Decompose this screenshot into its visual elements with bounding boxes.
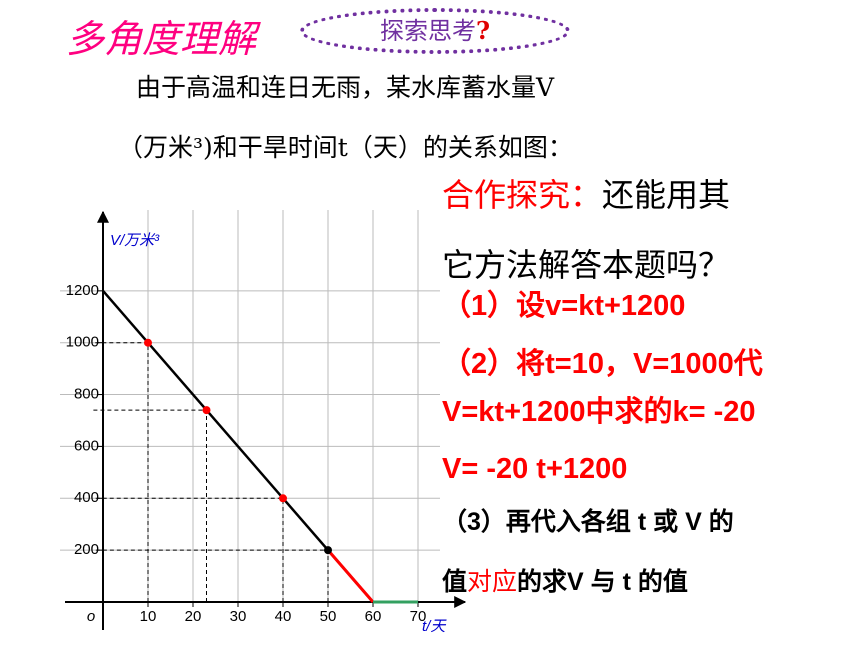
intro-line: （万米³)和干旱时间t（天）的关系如图： (118, 133, 573, 162)
step: V= -20 t+1200 (442, 453, 628, 485)
step: （1）设v=kt+1200 (442, 290, 686, 322)
data-point (202, 406, 211, 415)
text: 值 (442, 568, 468, 596)
y-tick-label: 400 (74, 489, 99, 506)
y-tick-label: 1000 (66, 334, 99, 351)
guide-line (93, 549, 329, 602)
y-tick-label: 600 (74, 437, 99, 454)
badge-text: 探索思考 (379, 17, 476, 45)
chart: o 10 20 30 40 50 60 70 200 400 600 800 1000 1200 V/万米³… (60, 210, 467, 635)
x-tick-label: 20 (185, 608, 202, 625)
collab-label: 合作探究： (442, 176, 603, 214)
intro-line: 由于高温和连日无雨，某水库蓄水量V (136, 73, 555, 102)
last-line: 值对应的求V 与 t 的值 (442, 562, 688, 598)
badge: 探索思考? (300, 8, 570, 54)
x-tick-label: 70 (410, 608, 427, 625)
y-tick-label: 800 (74, 386, 99, 403)
guide-line (93, 342, 149, 602)
guide-line (93, 409, 207, 602)
step: （2）将t=10，V=1000代 (442, 348, 763, 380)
text: 的求V 与 t 的值 (517, 568, 688, 596)
step: V=kt+1200中求的k= -20 (442, 396, 756, 428)
badge-mark: ? (475, 16, 491, 45)
data-point (324, 546, 332, 555)
x-tick-label: 50 (320, 608, 337, 625)
collab-line: 合作探究：还能用其 (442, 170, 730, 216)
highlight: 对应 (467, 568, 518, 596)
data-point (144, 338, 152, 347)
series-line (326, 549, 375, 603)
collab-text: 还能用其 (602, 176, 731, 214)
data-point (279, 494, 287, 503)
slide-title: 多角度理解 (66, 17, 257, 61)
y-tick-label: 1200 (66, 282, 99, 299)
step: （3）再代入各组 t 或 V 的 (442, 508, 734, 536)
y-tick-label: 200 (74, 541, 99, 558)
collab-line: 它方法解答本题吗？ (442, 246, 731, 284)
y-axis-label: V/万米³ (110, 232, 160, 249)
x-tick-label: 10 (140, 608, 157, 625)
x-tick-label: 30 (230, 608, 247, 625)
x-axis-label: t/天 (422, 618, 447, 635)
x-tick-label: 60 (365, 608, 382, 625)
x-tick-label: o (87, 608, 95, 625)
x-tick-label: 40 (275, 608, 292, 625)
